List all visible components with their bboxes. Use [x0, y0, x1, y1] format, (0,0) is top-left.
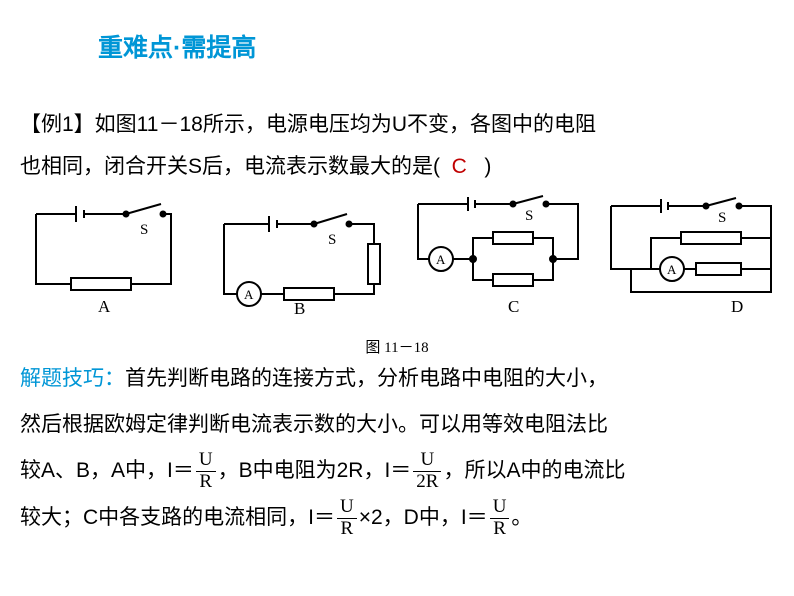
question-line2a: 也相同，闭合开关S后，电流表示数最大的是( — [20, 155, 440, 178]
figure-caption: 图 11－18 — [0, 336, 794, 357]
answer-letter: C — [452, 155, 467, 178]
fraction-4: UR — [490, 497, 510, 540]
fraction-3: UR — [337, 497, 357, 540]
solution-p4a: 较大；C中各支路的电流相同，I＝ — [20, 506, 335, 529]
label-d: D — [731, 297, 743, 316]
solution-label: 解题技巧： — [20, 367, 125, 390]
switch-label: S — [718, 210, 726, 226]
question-line2b: ) — [484, 155, 491, 178]
question-line1: 【例1】如图11－18所示，电源电压均为U不变，各图中的电阻 — [20, 113, 596, 136]
solution-p4c: 。 — [511, 506, 532, 529]
section-title: 重难点·需提高 — [98, 28, 256, 64]
label-b: B — [294, 299, 305, 318]
solution-p3b: ，B中电阻为2R，I＝ — [218, 459, 412, 482]
circuit-c: S A C — [403, 194, 583, 324]
fraction-2: U2R — [413, 450, 441, 493]
ammeter-icon: A — [667, 262, 677, 277]
fraction-1: UR — [196, 450, 216, 493]
ammeter-icon: A — [244, 287, 254, 302]
switch-label: S — [140, 222, 148, 238]
solution-p2: 然后根据欧姆定律判断电流表示数的大小。可以用等效电阻法比 — [20, 413, 608, 436]
circuit-b: S A B — [209, 194, 389, 324]
solution-p3c: ，所以A中的电流比 — [443, 459, 625, 482]
label-a: A — [98, 297, 111, 316]
circuit-diagrams: S A S A B — [16, 194, 776, 324]
ammeter-icon: A — [436, 252, 446, 267]
circuit-a: S A — [16, 194, 196, 324]
switch-label: S — [525, 208, 533, 224]
solution-p1: 首先判断电路的连接方式，分析电路中电阻的大小， — [125, 367, 608, 390]
label-c: C — [508, 297, 519, 316]
question-text: 【例1】如图11－18所示，电源电压均为U不变，各图中的电阻 也相同，闭合开关S… — [20, 104, 764, 188]
solution-text: 解题技巧：首先判断电路的连接方式，分析电路中电阻的大小， 然后根据欧姆定律判断电… — [20, 356, 764, 541]
solution-p3a: 较A、B，A中，I＝ — [20, 459, 194, 482]
solution-p4b: ×2，D中，I＝ — [359, 506, 488, 529]
circuit-d: S A D — [596, 194, 776, 324]
switch-label: S — [328, 232, 336, 248]
